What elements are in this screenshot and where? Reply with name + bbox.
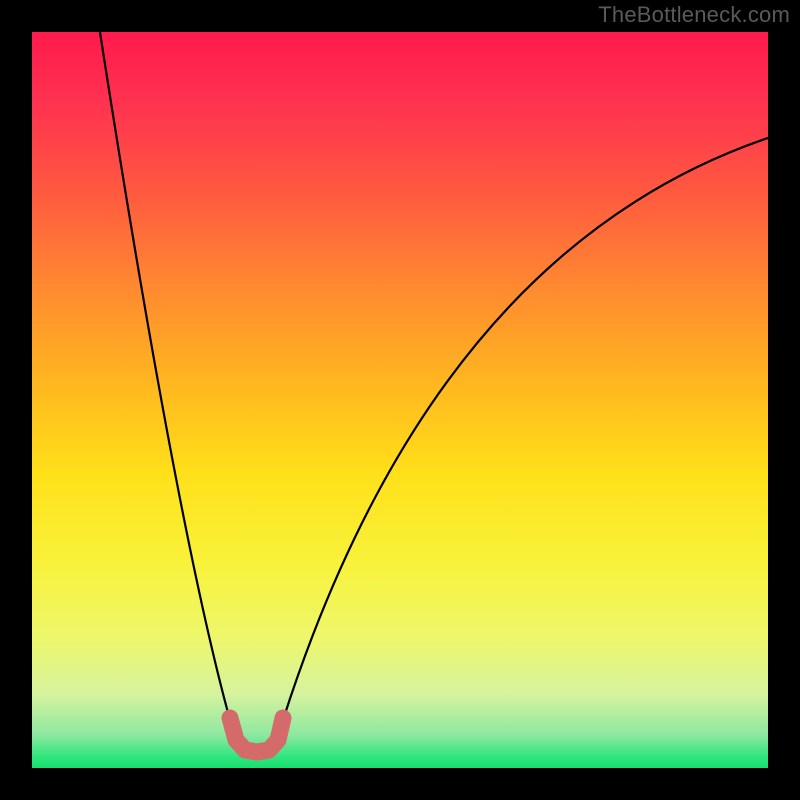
plot-background bbox=[32, 32, 768, 768]
watermark-text: TheBottleneck.com bbox=[598, 2, 790, 28]
chart-svg bbox=[0, 0, 800, 800]
chart-root: TheBottleneck.com bbox=[0, 0, 800, 800]
